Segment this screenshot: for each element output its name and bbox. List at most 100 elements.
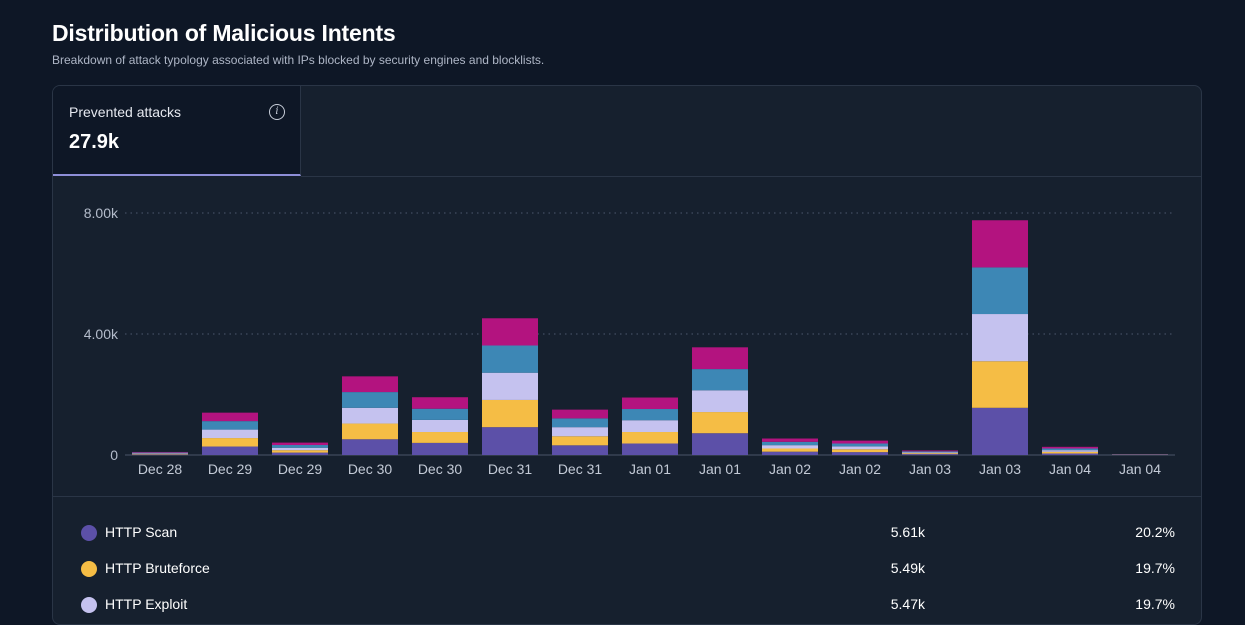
bar-segment xyxy=(1042,452,1098,454)
bar-segment xyxy=(832,446,888,449)
tab-prevented-attacks[interactable]: Prevented attacks 27.9k i xyxy=(53,86,301,176)
bar-segment xyxy=(972,220,1028,267)
x-tick-label: Jan 01 xyxy=(699,461,741,477)
bar-segment xyxy=(132,454,188,455)
legend-count: 5.47k xyxy=(891,596,925,612)
legend-count: 5.61k xyxy=(891,524,925,540)
bar-segment xyxy=(552,436,608,445)
bar-segment xyxy=(972,267,1028,314)
bar-segment xyxy=(692,347,748,369)
bar-segment xyxy=(902,450,958,451)
bar-segment xyxy=(552,445,608,455)
legend-divider xyxy=(53,496,1201,497)
bar-segment xyxy=(902,453,958,454)
bar-segment xyxy=(482,427,538,455)
bar-segment xyxy=(622,398,678,409)
bar-segment xyxy=(902,452,958,453)
tab-value: 27.9k xyxy=(69,131,119,154)
bar-segment xyxy=(1042,447,1098,449)
legend-count: 5.49k xyxy=(891,560,925,576)
bar-segment xyxy=(272,443,328,445)
x-tick-label: Dec 31 xyxy=(488,461,533,477)
x-tick-label: Dec 28 xyxy=(138,461,183,477)
bar-segment xyxy=(412,420,468,432)
bar-segment xyxy=(832,441,888,444)
legend-percentage: 19.7% xyxy=(1135,596,1175,612)
x-tick-label: Dec 30 xyxy=(418,461,463,477)
x-tick-label: Jan 04 xyxy=(1119,461,1161,477)
bar-segment xyxy=(762,448,818,451)
legend-name: HTTP Scan xyxy=(105,524,177,540)
legend-item-http-bruteforce[interactable]: HTTP Bruteforce 5.49k 19.7% xyxy=(53,552,1202,588)
bar-segment xyxy=(1042,453,1098,455)
y-tick-label: 8.00k xyxy=(84,205,119,221)
bar-segment xyxy=(762,452,818,455)
x-tick-label: Jan 02 xyxy=(839,461,881,477)
page-subtitle: Breakdown of attack typology associated … xyxy=(52,53,544,67)
bar-segment xyxy=(202,430,258,438)
bar-segment xyxy=(412,409,468,420)
x-tick-label: Dec 31 xyxy=(558,461,603,477)
x-tick-label: Jan 01 xyxy=(629,461,671,477)
bar-segment xyxy=(482,318,538,345)
legend-dot xyxy=(81,561,97,577)
legend-item-http-exploit[interactable]: HTTP Exploit 5.47k 19.7% xyxy=(53,588,1202,624)
bar-segment xyxy=(342,408,398,424)
bar-segment xyxy=(902,454,958,455)
bar-segment xyxy=(202,447,258,455)
legend-name: HTTP Bruteforce xyxy=(105,560,210,576)
y-tick-label: 4.00k xyxy=(84,326,119,342)
bar-segment xyxy=(272,453,328,455)
bar-segment xyxy=(132,452,188,453)
bar-segment xyxy=(972,408,1028,455)
tab-label: Prevented attacks xyxy=(69,104,181,120)
bar-segment xyxy=(972,314,1028,361)
bar-segment xyxy=(692,390,748,412)
bar-segment xyxy=(272,448,328,450)
bar-segment xyxy=(272,445,328,448)
x-tick-label: Dec 29 xyxy=(208,461,253,477)
legend: HTTP Scan 5.61k 20.2% HTTP Bruteforce 5.… xyxy=(53,516,1202,624)
bar-segment xyxy=(202,421,258,429)
x-tick-label: Jan 02 xyxy=(769,461,811,477)
bar-segment xyxy=(412,397,468,408)
bar-segment xyxy=(622,409,678,420)
bar-segment xyxy=(692,412,748,433)
bar-segment xyxy=(342,392,398,408)
page-title: Distribution of Malicious Intents xyxy=(52,20,396,47)
bar-segment xyxy=(832,444,888,447)
bar-segment xyxy=(1042,448,1098,450)
x-tick-label: Jan 03 xyxy=(909,461,951,477)
bar-segment xyxy=(552,418,608,427)
bar-segment xyxy=(482,400,538,427)
bar-segment xyxy=(132,453,188,454)
bar-segment xyxy=(902,451,958,452)
legend-percentage: 19.7% xyxy=(1135,560,1175,576)
bar-segment xyxy=(202,413,258,421)
x-tick-label: Dec 30 xyxy=(348,461,393,477)
legend-dot xyxy=(81,597,97,613)
legend-percentage: 20.2% xyxy=(1135,524,1175,540)
bar-segment xyxy=(412,443,468,455)
bar-segment xyxy=(552,427,608,436)
bar-segment xyxy=(132,454,188,455)
bar-segment xyxy=(692,369,748,390)
bar-segment xyxy=(762,445,818,448)
bar-segment xyxy=(972,361,1028,408)
bar-segment xyxy=(132,453,188,454)
bar-segment xyxy=(762,442,818,445)
bar-segment xyxy=(762,439,818,442)
bar-segment xyxy=(1042,450,1098,452)
bar-segment xyxy=(342,424,398,440)
bar-segment xyxy=(202,438,258,446)
bar-segment xyxy=(342,376,398,392)
x-tick-label: Jan 03 xyxy=(979,461,1021,477)
legend-name: HTTP Exploit xyxy=(105,596,187,612)
legend-item-http-scan[interactable]: HTTP Scan 5.61k 20.2% xyxy=(53,516,1202,552)
info-icon[interactable]: i xyxy=(269,104,285,120)
bar-segment xyxy=(342,439,398,455)
bar-segment xyxy=(272,450,328,452)
bar-segment xyxy=(832,452,888,455)
